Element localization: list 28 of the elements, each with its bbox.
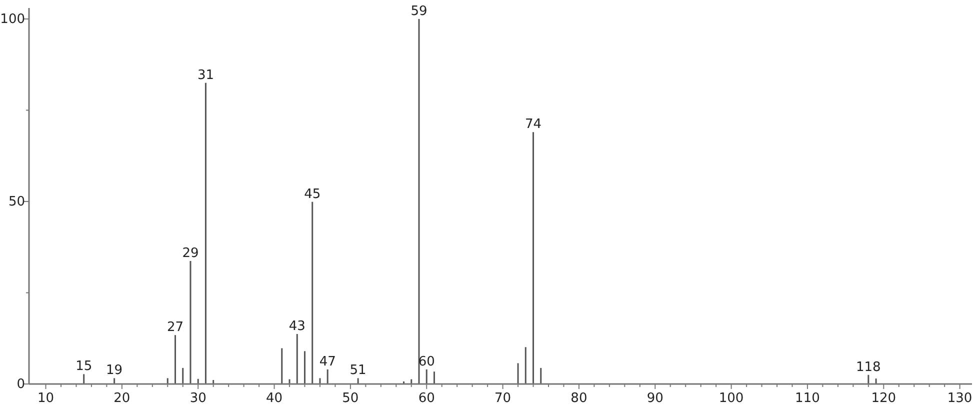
annotation: 45	[304, 186, 321, 202]
annotation: 43	[288, 318, 306, 334]
annotation: 15	[76, 359, 92, 374]
x-tick-label: 70	[494, 391, 512, 406]
x-tick-label: 80	[570, 391, 588, 406]
x-tick-label: 60	[418, 391, 435, 406]
x-tick-label: 120	[871, 391, 896, 406]
annotation: 59	[410, 4, 428, 19]
annotation: 31	[197, 68, 214, 83]
annotation: 51	[350, 363, 366, 378]
x-tick-label: 90	[646, 391, 664, 406]
x-tick-label: 40	[266, 391, 283, 406]
x-tick-label: 30	[190, 391, 206, 406]
annotation: 29	[182, 246, 199, 261]
annotation: 74	[524, 117, 542, 132]
y-tick-label: 0	[16, 377, 25, 392]
x-tick-label: 100	[718, 391, 744, 406]
x-tick-label: 110	[795, 391, 820, 406]
y-tick-label: 50	[8, 194, 25, 210]
annotation: 118	[856, 360, 881, 375]
x-tick-label: 20	[114, 391, 130, 406]
y-tick-label: 100	[0, 12, 25, 27]
x-tick-label: 50	[342, 391, 359, 406]
annotation: 47	[319, 354, 336, 370]
x-tick-label: 10	[37, 391, 54, 406]
annotation: 27	[166, 320, 184, 336]
annotation: 19	[106, 363, 123, 378]
x-tick-label: 130	[947, 391, 972, 406]
